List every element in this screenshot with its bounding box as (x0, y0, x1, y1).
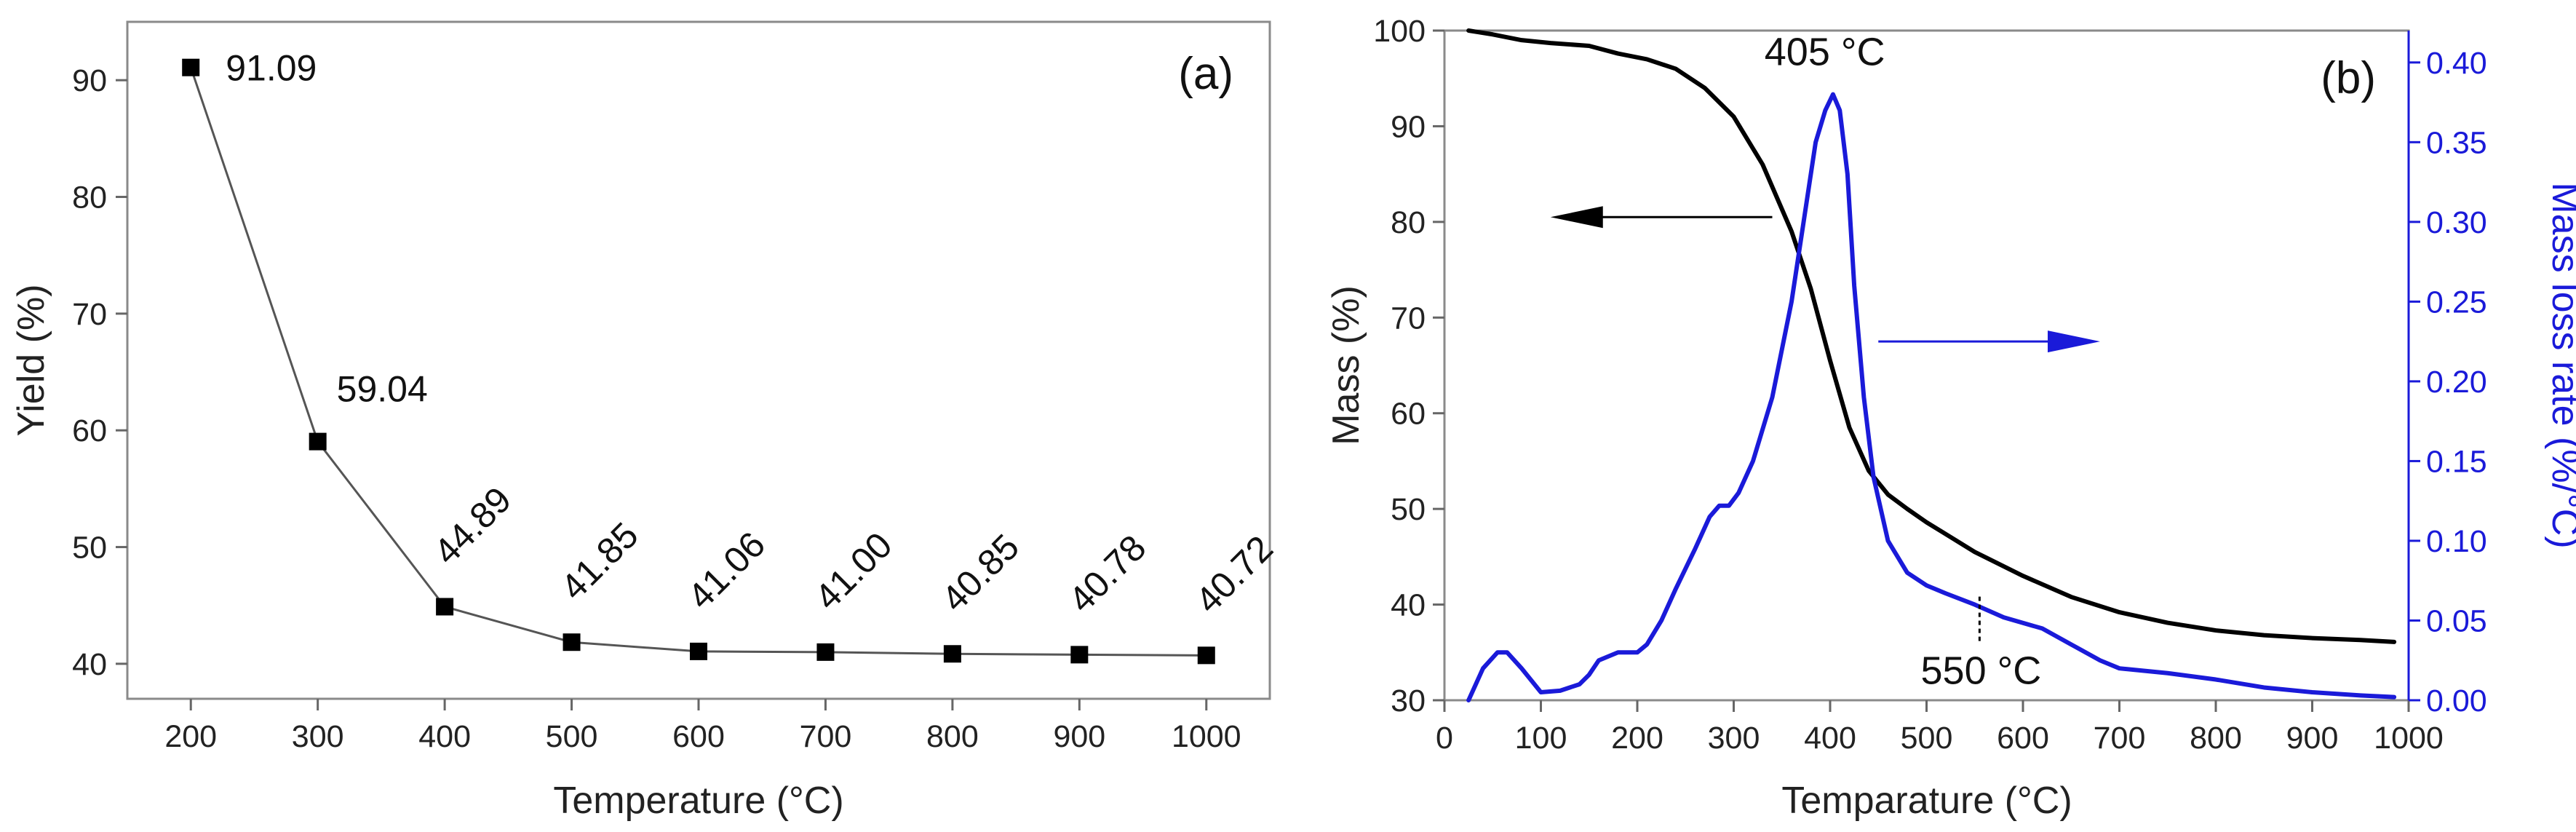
panel-b-peak-annotation: 405 °C (1765, 31, 1885, 74)
panel-b-x-tick-label: 1000 (2374, 721, 2444, 756)
panel-b-right-y-tick-label: 0.00 (2426, 684, 2487, 718)
panel-a-yield-line (189, 67, 1206, 657)
panel-a-data-point (436, 598, 454, 616)
panel-a-data-point (1197, 646, 1215, 665)
panel-a-x-tick-label: 300 (292, 719, 344, 754)
panel-b-left-y-tick-label: 40 (1391, 588, 1426, 623)
panel-a-data-label: 40.72 (1188, 528, 1281, 621)
panel-b-x-tick-label: 0 (1436, 721, 1453, 756)
panel-a-data-point (943, 645, 961, 663)
panel-a-data-point (1070, 646, 1089, 664)
panel-a-y-tick-label: 40 (72, 647, 107, 682)
panel-a-x-tick-label: 700 (800, 719, 852, 754)
panel-a-data-label: 91.09 (226, 48, 317, 89)
panel-a-x-axis-title: Temperature (°C) (553, 780, 843, 822)
panel-a-x-tick-label: 1000 (1172, 719, 1241, 754)
panel-b-right-y-tick-label: 0.40 (2426, 46, 2487, 81)
panel-a-data-label: 40.78 (1061, 527, 1154, 620)
panel-b-right-y-tick-label: 0.05 (2426, 603, 2487, 638)
panel-b-label: (b) (2321, 53, 2376, 103)
panel-a-x-tick-label: 800 (926, 719, 979, 754)
panel-b-left-y-tick-label: 30 (1391, 684, 1426, 718)
panel-b-right-y-tick-label: 0.25 (2426, 285, 2487, 320)
panel-a-x-tick-label: 400 (418, 719, 471, 754)
panel-a-data-point (816, 643, 835, 661)
panel-a-x-tick-label: 900 (1053, 719, 1105, 754)
panel-a-y-tick-label: 80 (72, 181, 107, 215)
panel-a-x-tick-label: 600 (672, 719, 725, 754)
panel-b-right-axis-title: Mass loss rate (%/°C) (2544, 182, 2576, 548)
panel-b-x-tick-label: 500 (1901, 721, 1953, 756)
panel-b-550-annotation: 550 °C (1921, 649, 2042, 693)
panel-b-x-tick-label: 200 (1611, 721, 1663, 756)
panel-a-data-label: 41.00 (807, 525, 900, 618)
panel-b-left-y-tick-label: 50 (1391, 492, 1426, 527)
panel-b-x-tick-label: 100 (1515, 721, 1567, 756)
panel-b-arrow-head (2048, 330, 2100, 353)
panel-a-y-tick-label: 50 (72, 531, 107, 566)
panel-a-y-tick-label: 90 (72, 63, 107, 98)
panel-b-plot-frame (1443, 29, 2410, 702)
panel-a-label: (a) (1178, 49, 1233, 99)
panel-a-data-label: 41.06 (680, 524, 773, 617)
panel-b-left-y-tick-label: 70 (1391, 301, 1426, 336)
panel-a-data-label: 41.85 (553, 515, 646, 608)
panel-b-arrow-head (1550, 206, 1603, 229)
panel-b-right-y-tick-label: 0.10 (2426, 524, 2487, 559)
panel-b-x-axis-title: Temparature (°C) (1781, 780, 2072, 822)
panel-b-left-y-tick-label: 100 (1373, 14, 1426, 49)
panel-a-data-point (562, 633, 581, 651)
panel-a-y-tick-label: 70 (72, 297, 107, 332)
panel-b-right-y-tick-label: 0.20 (2426, 365, 2487, 400)
panel-b-mass-loss-rate-line (1466, 92, 2397, 702)
panel-b-x-tick-label: 800 (2190, 721, 2242, 756)
panel-b-mass-line (1466, 28, 2397, 644)
panel-b-right-y-tick-label: 0.35 (2426, 125, 2487, 160)
panel-a-data-label: 44.89 (426, 479, 519, 572)
panel-a-data-point (690, 642, 707, 660)
panel-b-x-tick-label: 600 (1997, 721, 2049, 756)
panel-a-yield-chart: 200 300 400 500 600 700 800 900 1000 40 50 60 70 80 90… (10, 20, 1281, 822)
panel-b-left-axis-title: Mass (%) (1325, 285, 1367, 445)
panel-a-data-point (182, 58, 200, 76)
panel-b-left-y-tick-label: 60 (1391, 397, 1426, 432)
panel-a-y-axis-title: Yield (%) (10, 284, 52, 436)
panel-a-x-tick-label: 200 (164, 719, 217, 754)
panel-b-x-tick-label: 900 (2286, 721, 2339, 756)
panel-b-left-y-tick-label: 90 (1391, 109, 1426, 144)
panel-a-data-label: 40.85 (934, 526, 1027, 619)
panel-b-x-tick-label: 700 (2094, 721, 2146, 756)
panel-b-right-y-tick-label: 0.30 (2426, 205, 2487, 240)
panel-b-left-y-tick-label: 80 (1391, 205, 1426, 240)
panel-b-thermogravimetric-chart: 0 100 200 300 400 500 600 700 800 900 1000 30 40 50 60… (1325, 14, 2576, 822)
panel-a-y-tick-label: 60 (72, 413, 107, 448)
panel-b-x-tick-label: 300 (1708, 721, 1760, 756)
panel-a-data-point (309, 432, 327, 451)
panel-a-data-label: 59.04 (337, 369, 428, 410)
panel-a-x-tick-label: 500 (546, 719, 598, 754)
panel-b-right-y-tick-label: 0.15 (2426, 444, 2487, 479)
panel-b-x-tick-label: 400 (1804, 721, 1856, 756)
